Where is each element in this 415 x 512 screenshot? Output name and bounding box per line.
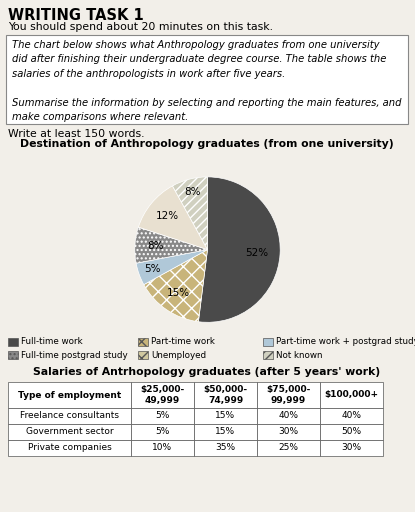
Bar bbox=[8, 408, 131, 424]
Text: The chart below shows what Anthropology graduates from one university
did after : The chart below shows what Anthropology … bbox=[12, 40, 401, 122]
Text: 50%: 50% bbox=[342, 428, 361, 437]
Bar bbox=[320, 440, 383, 456]
Bar bbox=[194, 408, 257, 424]
Text: Government sector: Government sector bbox=[26, 428, 113, 437]
Text: 5%: 5% bbox=[155, 428, 170, 437]
Text: Freelance consultants: Freelance consultants bbox=[20, 412, 119, 420]
Text: 40%: 40% bbox=[342, 412, 361, 420]
Bar bbox=[138, 351, 148, 359]
Wedge shape bbox=[173, 177, 208, 250]
FancyBboxPatch shape bbox=[6, 35, 408, 124]
Wedge shape bbox=[198, 177, 280, 322]
Wedge shape bbox=[135, 227, 208, 263]
Wedge shape bbox=[144, 250, 208, 322]
Text: 40%: 40% bbox=[278, 412, 298, 420]
Bar bbox=[8, 424, 131, 440]
Text: Part-time work: Part-time work bbox=[151, 337, 215, 347]
Text: You should spend about 20 minutes on this task.: You should spend about 20 minutes on thi… bbox=[8, 22, 273, 32]
Bar bbox=[131, 382, 194, 408]
Text: $75,000-
99,999: $75,000- 99,999 bbox=[266, 385, 311, 405]
Bar bbox=[8, 382, 131, 408]
Text: Salaries of Antrhopology graduates (after 5 years' work): Salaries of Antrhopology graduates (afte… bbox=[34, 367, 381, 377]
Bar bbox=[8, 338, 18, 346]
Text: 10%: 10% bbox=[152, 443, 173, 453]
Text: 52%: 52% bbox=[245, 248, 269, 258]
Text: $50,000-
74,999: $50,000- 74,999 bbox=[203, 385, 248, 405]
Bar bbox=[131, 424, 194, 440]
Text: WRITING TASK 1: WRITING TASK 1 bbox=[8, 8, 144, 23]
Text: Unemployed: Unemployed bbox=[151, 351, 206, 359]
Text: Full-time postgrad study: Full-time postgrad study bbox=[21, 351, 128, 359]
Text: 15%: 15% bbox=[215, 428, 236, 437]
Text: 5%: 5% bbox=[155, 412, 170, 420]
Bar bbox=[263, 338, 273, 346]
Wedge shape bbox=[136, 250, 208, 285]
Bar bbox=[194, 382, 257, 408]
Text: $25,000-
49,999: $25,000- 49,999 bbox=[140, 385, 185, 405]
Bar bbox=[320, 424, 383, 440]
Wedge shape bbox=[138, 186, 208, 250]
Text: 30%: 30% bbox=[278, 428, 298, 437]
Bar bbox=[8, 351, 18, 359]
Text: Full-time work: Full-time work bbox=[21, 337, 83, 347]
Bar bbox=[257, 440, 320, 456]
Bar bbox=[194, 440, 257, 456]
Text: Private companies: Private companies bbox=[28, 443, 111, 453]
Text: $100,000+: $100,000+ bbox=[325, 391, 378, 399]
Text: 25%: 25% bbox=[278, 443, 298, 453]
Text: Part-time work + postgrad study: Part-time work + postgrad study bbox=[276, 337, 415, 347]
Text: 15%: 15% bbox=[215, 412, 236, 420]
Text: 30%: 30% bbox=[342, 443, 361, 453]
Text: Write at least 150 words.: Write at least 150 words. bbox=[8, 129, 144, 139]
Text: Not known: Not known bbox=[276, 351, 322, 359]
Bar bbox=[320, 408, 383, 424]
Bar bbox=[138, 338, 148, 346]
Bar bbox=[131, 440, 194, 456]
Bar bbox=[263, 351, 273, 359]
Text: 8%: 8% bbox=[147, 241, 164, 251]
Text: Type of employment: Type of employment bbox=[18, 391, 121, 399]
Bar bbox=[257, 424, 320, 440]
Bar bbox=[257, 382, 320, 408]
Bar bbox=[320, 382, 383, 408]
Text: 15%: 15% bbox=[166, 288, 190, 298]
Bar bbox=[194, 424, 257, 440]
Bar bbox=[131, 408, 194, 424]
Text: Destination of Anthropology graduates (from one university): Destination of Anthropology graduates (f… bbox=[20, 139, 394, 149]
Bar bbox=[8, 440, 131, 456]
Bar bbox=[257, 408, 320, 424]
Text: 8%: 8% bbox=[184, 187, 201, 197]
Text: 5%: 5% bbox=[144, 264, 161, 274]
Text: 35%: 35% bbox=[215, 443, 236, 453]
Text: 12%: 12% bbox=[156, 211, 179, 221]
